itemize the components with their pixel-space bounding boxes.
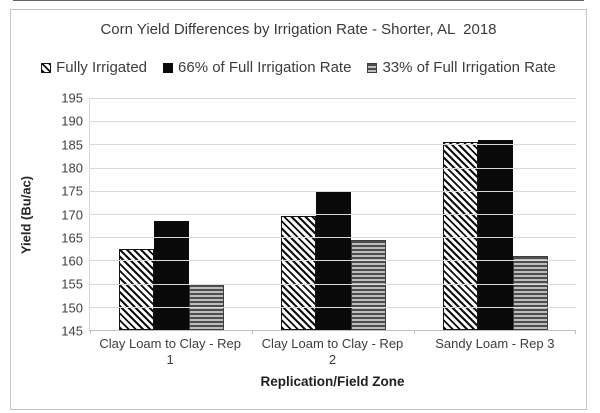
x-axis-category-labels: Clay Loam to Clay - Rep 1 Clay Loam to Cl…: [89, 336, 576, 368]
gridline: [90, 144, 576, 146]
gridline: [90, 121, 576, 123]
diagonal-hatch-swatch-icon: [41, 62, 52, 73]
y-tick-label: 195: [61, 90, 83, 106]
y-axis-tick-labels: 195 190 185 180 175 170 165 160 155 150 145: [41, 92, 89, 338]
bar-fully-irrigated: [442, 142, 478, 330]
screen-edge-line: [13, 0, 584, 1]
gridline: [90, 214, 576, 215]
x-category-cell: Sandy Loam - Rep 3: [414, 336, 576, 368]
y-axis-title: Yield (Bu/ac): [18, 175, 34, 254]
y-axis-title-column: Yield (Bu/ac): [11, 98, 41, 331]
y-tick-label: 150: [61, 300, 83, 316]
y-tick-label: 190: [61, 113, 83, 129]
bar-33-of-full-irrigation-rate: [512, 255, 548, 330]
chart-body: Yield (Bu/ac) 195 190 185 180 175 170 165 160 15…: [11, 92, 586, 338]
x-category-label: Sandy Loam - Rep 3: [435, 336, 555, 351]
y-tick-label: 185: [61, 137, 83, 153]
gridline: [90, 98, 576, 99]
gridline: [90, 190, 576, 192]
y-tick-label: 145: [61, 323, 83, 339]
chart-legend: Fully Irrigated 66% of Full Irrigation Ra…: [11, 59, 586, 76]
x-axis-tick: [90, 330, 91, 334]
legend-item-label: 33% of Full Irrigation Rate: [382, 59, 556, 76]
gridline: [90, 260, 576, 262]
chart-title: Corn Yield Differences by Irrigation Rat…: [100, 21, 497, 38]
legend-item-66-of-full-irrigation-rate: 66% of Full Irrigation Rate: [163, 59, 351, 76]
x-axis-tick: [413, 330, 415, 334]
legend-item-label: Fully Irrigated: [56, 59, 148, 76]
bar-66-of-full-irrigation-rate: [477, 139, 513, 330]
y-tick-label: 155: [61, 276, 83, 292]
bar-33-of-full-irrigation-rate: [350, 239, 386, 330]
legend-item-fully-irrigated: Fully Irrigated: [41, 59, 147, 76]
legend-item-label: 66% of Full Irrigation Rate: [178, 59, 352, 76]
bar-fully-irrigated: [118, 248, 154, 330]
bar-group-sandy-loam-rep-3: [414, 98, 576, 330]
solid-black-swatch-icon: [163, 62, 174, 73]
gridline: [90, 237, 576, 239]
x-axis-title: Replication/Field Zone: [260, 374, 405, 389]
horizontal-lines-swatch-icon: [367, 62, 378, 73]
y-tick-label: 160: [61, 253, 83, 269]
plot-area: [89, 98, 576, 334]
legend-item-33-of-full-irrigation-rate: 33% of Full Irrigation Rate: [367, 59, 556, 76]
bar-fully-irrigated: [280, 216, 316, 330]
gridline: [90, 167, 576, 169]
gridline: [90, 283, 576, 285]
x-axis-tick: [251, 330, 253, 334]
y-tick-label: 165: [61, 230, 83, 246]
x-category-cell: Clay Loam to Clay - Rep 2: [251, 336, 413, 368]
x-category-label: Clay Loam to Clay - Rep 2: [261, 336, 404, 367]
x-category-cell: Clay Loam to Clay - Rep 1: [89, 336, 251, 368]
y-tick-label: 175: [61, 183, 83, 199]
x-category-label: Clay Loam to Clay - Rep 1: [99, 336, 241, 367]
y-tick-label: 180: [61, 160, 83, 176]
x-axis-tick: [575, 330, 576, 334]
gridline: [90, 306, 576, 308]
chart-figure: Corn Yield Differences by Irrigation Rat…: [10, 9, 587, 410]
bar-66-of-full-irrigation-rate: [153, 220, 189, 330]
y-tick-label: 170: [61, 207, 83, 222]
